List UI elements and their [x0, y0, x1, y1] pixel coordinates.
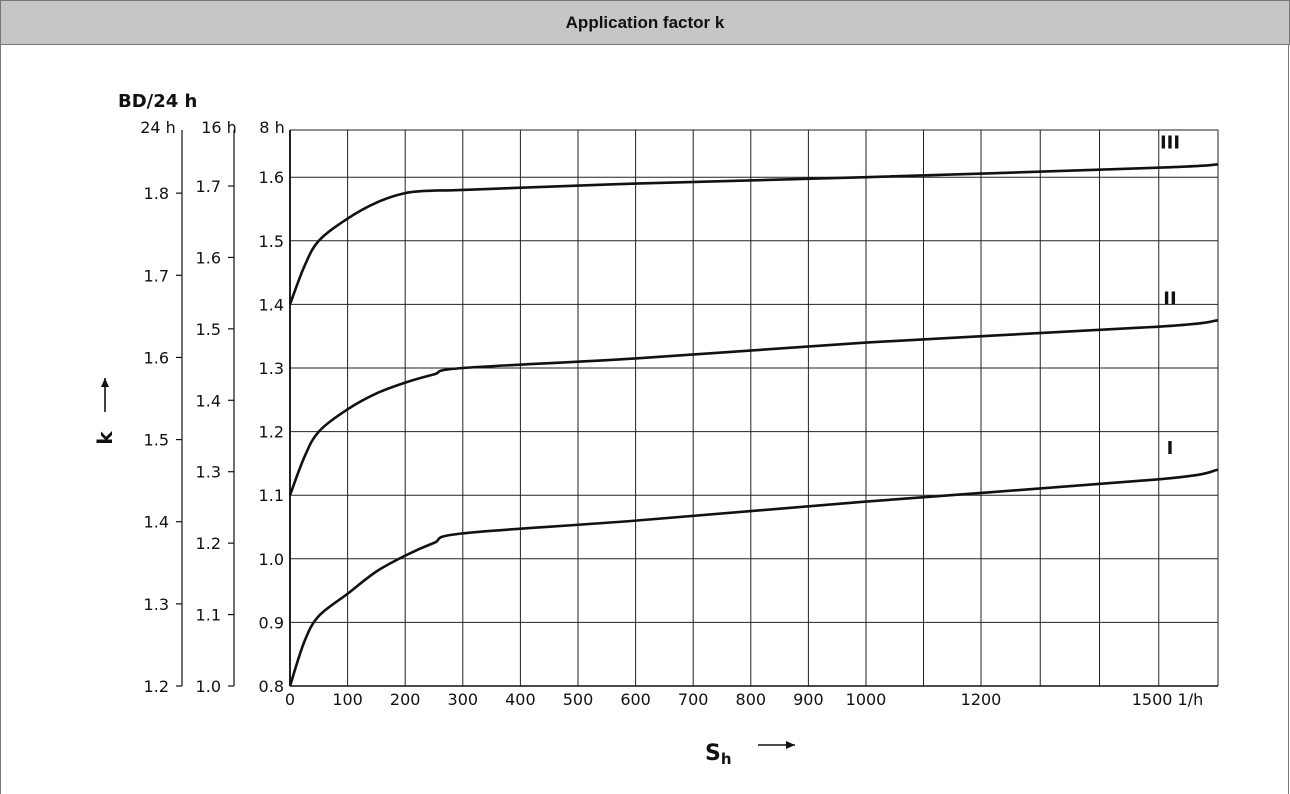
x-tick-label: 1500 1/h: [1132, 690, 1204, 709]
y-tick-label: 1.3: [259, 359, 284, 378]
y-tick-label: 1.1: [259, 486, 284, 505]
y-tick-label: 1.1: [196, 606, 221, 625]
y-tick-label: 1.4: [259, 295, 284, 314]
curve-I: [288, 468, 1219, 687]
y-tick-label: 1.0: [259, 550, 284, 569]
x-tick-label: 200: [390, 690, 421, 709]
y-tick-label: 1.2: [144, 677, 169, 696]
curve-III: [288, 163, 1219, 305]
x-tick-label: 1200: [961, 690, 1002, 709]
curve-label: I: [1167, 438, 1174, 459]
y-tick-label: 1.3: [144, 595, 169, 614]
y-tick-label: 1.7: [144, 266, 169, 285]
page-header: Application factor k: [0, 0, 1290, 45]
chart-title: BD/24 h: [118, 91, 197, 112]
x-tick-label: 100: [332, 690, 363, 709]
x-axis-label-sub: h: [721, 750, 732, 768]
y-tick-label: 1.4: [144, 513, 169, 532]
x-tick-label: 700: [678, 690, 709, 709]
y-tick-label: 1.5: [144, 431, 169, 450]
x-tick-label: 400: [505, 690, 536, 709]
y-tick-label: 1.8: [144, 184, 169, 203]
x-tick-label: 300: [448, 690, 479, 709]
x-tick-label: 1000: [846, 690, 887, 709]
x-tick-label: 900: [793, 690, 824, 709]
y-tick-label: 0.8: [259, 677, 284, 696]
x-tick-label: 800: [736, 690, 767, 709]
y-axis-name: 24 h: [140, 118, 176, 137]
y-axis-name: 8 h: [259, 118, 284, 137]
x-tick-label: 0: [285, 690, 295, 709]
x-axis-arrow: [758, 741, 795, 749]
curve-label: II: [1163, 288, 1176, 309]
y-axis-label: k: [93, 431, 117, 445]
y-axis-name: 16 h: [201, 118, 237, 137]
y-tick-label: 1.5: [196, 320, 221, 339]
page-title: Application factor k: [565, 12, 725, 32]
y-tick-label: 1.0: [196, 677, 221, 696]
curve-label: III: [1160, 132, 1180, 153]
x-axis-label: Sh: [705, 741, 732, 768]
y-axis-arrow: [101, 378, 109, 412]
y-tick-label: 1.6: [144, 348, 169, 367]
x-tick-label: 500: [563, 690, 594, 709]
y-tick-label: 0.9: [259, 613, 284, 632]
x-axis-label-main: S: [705, 741, 721, 766]
y-tick-label: 1.3: [196, 463, 221, 482]
y-tick-label: 1.2: [259, 423, 284, 442]
y-tick-label: 1.2: [196, 534, 221, 553]
y-tick-label: 1.7: [196, 177, 221, 196]
y-tick-label: 1.5: [259, 232, 284, 251]
curve-II: [288, 319, 1219, 496]
y-tick-label: 1.4: [196, 391, 221, 410]
y-tick-label: 1.6: [196, 248, 221, 267]
x-tick-label: 600: [620, 690, 651, 709]
y-tick-label: 1.6: [259, 168, 284, 187]
